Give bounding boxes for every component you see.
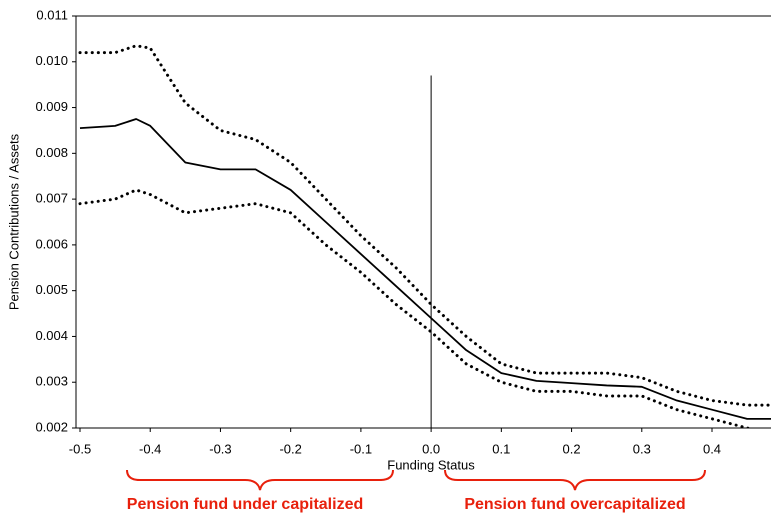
x-tick-label: 0.1 <box>492 441 510 456</box>
annotation: Pension fund overcapitalized <box>464 496 685 513</box>
brace <box>444 469 706 491</box>
annotation: Pension fund under capitalized <box>127 496 363 513</box>
y-tick-label: 0.011 <box>36 7 68 22</box>
y-tick-label: 0.003 <box>35 374 68 389</box>
x-tick-label: -0.5 <box>69 441 91 456</box>
series-line <box>78 44 771 407</box>
y-tick-label: 0.005 <box>35 282 68 297</box>
y-tick-label: 0.009 <box>35 99 68 114</box>
x-tick-label: 0.2 <box>563 441 581 456</box>
brace <box>126 469 394 491</box>
y-tick-label: 0.006 <box>35 236 68 251</box>
x-tick-label: -0.3 <box>209 441 231 456</box>
x-tick-label: -0.4 <box>139 441 161 456</box>
x-axis-title: Funding Status <box>387 457 475 472</box>
x-tick-label: 0.4 <box>703 441 721 456</box>
x-tick-label: -0.1 <box>350 441 372 456</box>
y-tick-label: 0.002 <box>35 419 68 434</box>
x-tick-label: 0.0 <box>422 441 440 456</box>
x-tick-label: 0.3 <box>633 441 651 456</box>
y-tick-label: 0.010 <box>35 53 68 68</box>
series-line <box>79 118 771 420</box>
series-line <box>78 188 756 428</box>
x-tick-label: -0.2 <box>279 441 301 456</box>
y-tick-label: 0.008 <box>35 145 68 160</box>
y-axis-title: Pension Contributions / Assets <box>6 133 21 310</box>
y-tick-label: 0.007 <box>35 191 68 206</box>
y-tick-label: 0.004 <box>35 328 68 343</box>
